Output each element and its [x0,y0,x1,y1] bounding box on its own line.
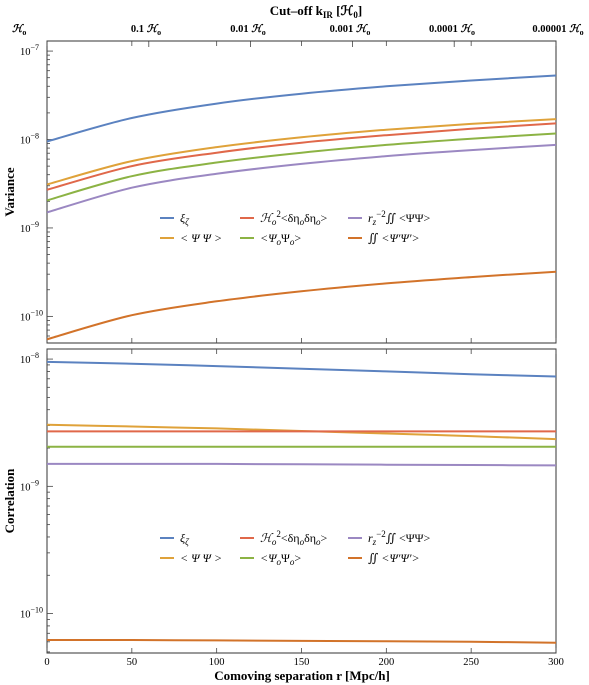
legend-label-psipsi: < Ψ Ψ > [180,231,222,245]
y-tick-label: 10−9 [20,478,39,493]
legend-label-eta: ℋo2<δηoδηo> [260,209,328,227]
series-line-int [47,270,556,341]
x-tick-label: 150 [294,657,310,668]
legend-label-xi: ξζ [180,211,190,227]
series-line-rz [47,143,556,214]
top-tick-label: 0.0001 ℋo [429,23,475,37]
legend-label-eta: ℋo2<δηoδηo> [260,529,328,547]
legend-label-psipsi: < Ψ Ψ > [180,551,222,565]
series-line-rz [47,462,556,467]
series-line-psio [47,132,556,202]
variance-panel: 10−7 10−8 10−9 10−10 ξζ ℋo2<δηoδηo> rz−2∬ <ΨΨ>… [20,40,557,344]
x-tick-label: 200 [378,657,394,668]
legend-label-rz: rz−2∬ <ΨΨ> [368,209,430,227]
y-tick-label: 10−10 [20,308,43,323]
correlation-panel: 10−8 10−9 10−10 0 50 100 150 200 250 300 ξζ ℋo2<δηo… [20,348,564,668]
y-tick-label: 10−9 [20,220,39,235]
top-tick-label: 0.1 ℋo [131,23,161,37]
legend-label-int: ∬ <Ψ′Ψ′> [368,231,420,245]
legend-label-psio: <ΨoΨo> [260,231,301,247]
top-axis-title: Cut–off kIR [ℋ0] [270,3,362,20]
x-axis-label: Comoving separation r [Mpc/h] [214,668,390,683]
series-line-int [47,638,556,644]
y-tick-label: 10−8 [20,132,39,147]
y-tick-label: 10−7 [20,43,39,58]
legend-label-xi: ξζ [180,531,190,547]
x-tick-label: 100 [209,657,225,668]
series-line-xi [47,74,556,143]
x-tick-label: 50 [127,657,138,668]
series-line-psipsi [47,118,556,186]
legend-label-int: ∬ <Ψ′Ψ′> [368,551,420,565]
y-tick-label: 10−10 [20,606,43,621]
series-line-eta [47,122,556,191]
legend-label-psio: <ΨoΨo> [260,551,301,567]
top-tick-label: ℋo [12,23,26,37]
x-tick-label: 0 [44,657,49,668]
top-tick-label: 0.001 ℋo [330,23,371,37]
series-line-xi [47,360,556,378]
variance-plot-frame [46,40,557,344]
top-axis-tick-labels: ℋo 0.1 ℋo 0.01 ℋo 0.001 ℋo 0.0001 ℋo 0.00001 … [12,23,584,47]
series-lines [47,360,556,644]
x-tick-label: 300 [548,657,564,668]
x-tick-label: 250 [463,657,479,668]
y-tick-label: 10−8 [20,351,39,366]
legend-label-rz: rz−2∬ <ΨΨ> [368,529,430,547]
variance-y-label: Variance [2,167,17,217]
top-tick-label: 0.01 ℋo [230,23,265,37]
correlation-y-label: Correlation [2,468,17,534]
top-tick-label: 0.00001 ℋo [532,23,583,37]
correlation-plot-frame [46,348,557,654]
series-lines [47,74,556,341]
